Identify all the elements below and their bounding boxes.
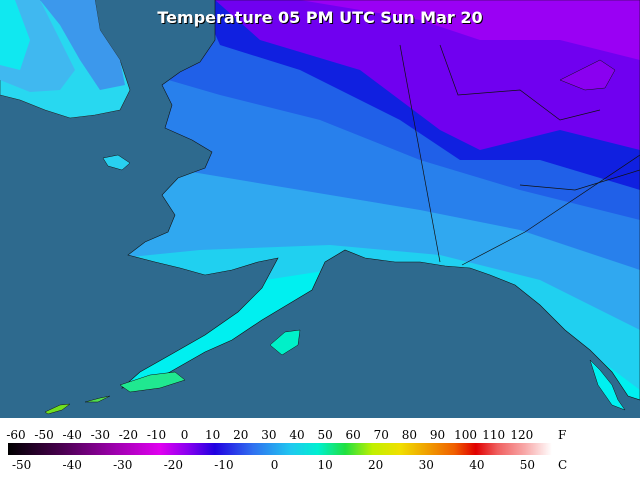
celsius-label: 50: [520, 458, 535, 472]
fahrenheit-label: 40: [289, 428, 304, 442]
celsius-label: -30: [113, 458, 132, 472]
celsius-label: 30: [419, 458, 434, 472]
color-scale: [8, 443, 552, 455]
map-title: Temperature 05 PM UTC Sun Mar 20: [157, 8, 482, 27]
fahrenheit-label: 30: [261, 428, 276, 442]
celsius-label: 10: [317, 458, 332, 472]
celsius-label: 20: [368, 458, 383, 472]
fahrenheit-label: -30: [91, 428, 110, 442]
islands: [44, 59, 626, 415]
celsius-label: -50: [12, 458, 31, 472]
celsius-label: -20: [164, 458, 183, 472]
fahrenheit-label: 20: [233, 428, 248, 442]
fahrenheit-label: -10: [147, 428, 166, 442]
fahrenheit-label: 70: [374, 428, 389, 442]
celsius-label: 40: [469, 458, 484, 472]
fahrenheit-label: 50: [317, 428, 332, 442]
fahrenheit-label: 80: [402, 428, 417, 442]
celsius-unit: C: [558, 458, 567, 472]
map-title-shadow: Temperature 05 PM UTC Sun Mar 20: [158, 9, 483, 28]
fahrenheit-label: 120: [510, 428, 533, 442]
celsius-label: 0: [271, 458, 279, 472]
fahrenheit-label: 60: [346, 428, 361, 442]
fahrenheit-label: 90: [430, 428, 445, 442]
fahrenheit-label: -20: [119, 428, 138, 442]
russia-land: [0, 0, 131, 119]
scale-labels: -60 -50 -40 -30 -20 -10 0 10 20 30 40 50 60 70 80 90 100…: [6, 428, 535, 472]
borders: [399, 44, 640, 266]
celsius-label: -10: [214, 458, 233, 472]
coastline: [121, 0, 640, 401]
fahrenheit-unit: F: [558, 428, 566, 442]
fahrenheit-label: -50: [34, 428, 53, 442]
fahrenheit-label: 100: [454, 428, 477, 442]
fahrenheit-label: 110: [482, 428, 505, 442]
celsius-label: -40: [63, 458, 82, 472]
fahrenheit-label: 0: [181, 428, 189, 442]
fahrenheit-label: -60: [6, 428, 25, 442]
fahrenheit-label: 10: [205, 428, 220, 442]
fahrenheit-label: -40: [63, 428, 82, 442]
